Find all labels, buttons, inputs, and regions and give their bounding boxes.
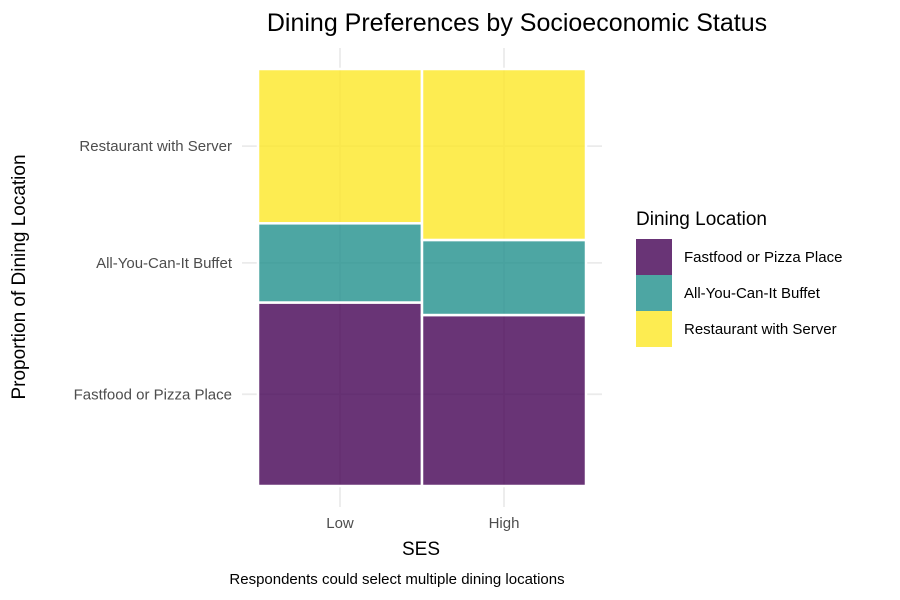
legend-key xyxy=(636,311,672,347)
chart-caption: Respondents could select multiple dining… xyxy=(229,571,564,588)
x-tick-label: High xyxy=(489,515,520,532)
legend-label: Restaurant with Server xyxy=(684,321,837,338)
y-axis-title: Proportion of Dining Location xyxy=(9,154,30,399)
y-tick-label: All-You-Can-It Buffet xyxy=(96,255,233,272)
y-tick-label: Fastfood or Pizza Place xyxy=(74,386,232,403)
mosaic-tile xyxy=(256,67,424,225)
legend-title: Dining Location xyxy=(636,209,767,230)
mosaic-tile xyxy=(420,313,588,488)
mosaic-tile xyxy=(256,301,424,488)
legend: Dining Location Fastfood or Pizza Place A… xyxy=(636,209,842,347)
legend-label: All-You-Can-It Buffet xyxy=(684,285,821,302)
mosaic-tiles xyxy=(256,67,588,488)
mosaic-tile xyxy=(420,238,588,317)
legend-key xyxy=(636,239,672,275)
mosaic-tile xyxy=(420,67,588,242)
legend-label: Fastfood or Pizza Place xyxy=(684,249,842,266)
y-tick-labels: Fastfood or Pizza Place All-You-Can-It Bu… xyxy=(74,138,233,403)
x-axis-title: SES xyxy=(402,539,440,560)
chart-title: Dining Preferences by Socioeconomic Stat… xyxy=(267,9,767,37)
x-tick-label: Low xyxy=(326,515,354,532)
x-tick-labels: Low High xyxy=(326,515,519,532)
y-tick-label: Restaurant with Server xyxy=(79,138,232,155)
mosaic-tile xyxy=(256,222,424,304)
legend-key xyxy=(636,275,672,311)
